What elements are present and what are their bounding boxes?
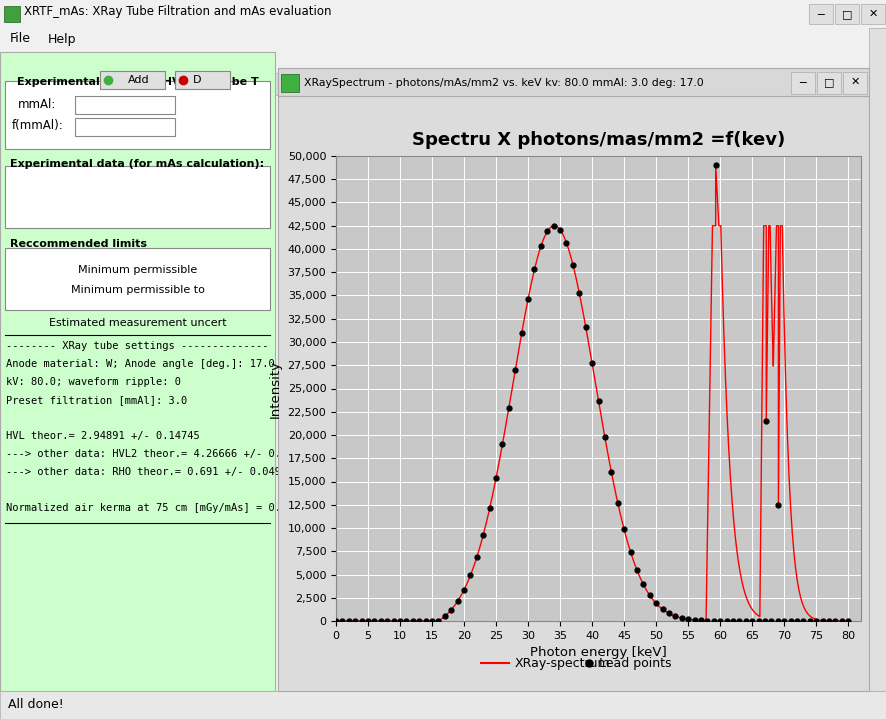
Bar [275,73,886,95]
Text: mmAl:: mmAl: [18,98,57,111]
Bar [834,4,858,24]
Bar [100,71,165,89]
Text: Normalized air kerma at 75 cm [mGy/mAs] = 0.15618: Normalized air kerma at 75 cm [mGy/mAs] … [6,503,312,513]
Bar [860,4,884,24]
Bar [790,72,814,94]
Text: Experimental data (for mAs calculation):: Experimental data (for mAs calculation): [10,159,264,169]
Text: -------- XRay tube settings --------------: -------- XRay tube settings ------------… [6,341,268,351]
Text: Add: Add [128,75,150,85]
Bar [5,166,269,228]
Text: XRTF_mAs: XRay Tube Filtration and mAs evaluation: XRTF_mAs: XRay Tube Filtration and mAs e… [24,6,331,19]
Text: XRay tube settings: XRay tube settings [521,78,640,91]
Bar [842,72,866,94]
Text: Estimated measurement uncert: Estimated measurement uncert [49,318,226,328]
Bar [816,72,840,94]
Text: ---> other data: RHO theor.= 0.691 +/- 0.049: ---> other data: RHO theor.= 0.691 +/- 0… [6,467,281,477]
Text: f(mmAl):: f(mmAl): [12,119,64,132]
Bar [75,118,175,136]
Text: File: File [10,32,31,45]
Bar [868,28,886,691]
Text: Minimum permissible to: Minimum permissible to [71,285,204,295]
Text: ---> other data: HVL2 theor.= 4.26666 +/- 0.213: ---> other data: HVL2 theor.= 4.26666 +/… [6,449,299,459]
Text: Anode material: W; Anode angle [deg.]: 17.0: Anode material: W; Anode angle [deg.]: 1… [6,359,275,369]
Text: ✕: ✕ [867,9,877,19]
Text: XRaySpectrum - photons/mAs/mm2 vs. keV kv: 80.0 mmAl: 3.0 deg: 17.0: XRaySpectrum - photons/mAs/mm2 vs. keV k… [304,78,703,88]
Text: Preset filtration [mmAl]: 3.0: Preset filtration [mmAl]: 3.0 [6,395,187,405]
Text: Experimental data (for HVL and tube T: Experimental data (for HVL and tube T [17,77,258,87]
Y-axis label: Intensity: Intensity [268,360,282,418]
Text: All done!: All done! [8,698,64,712]
Text: ✕: ✕ [850,77,859,87]
Bar [808,4,832,24]
Bar [5,81,269,149]
Text: □: □ [841,9,851,19]
X-axis label: Photon energy [keV]: Photon energy [keV] [530,646,666,659]
Text: ─: ─ [798,77,805,87]
Bar [277,68,868,96]
Bar [4,6,20,22]
Bar [75,96,175,114]
Bar [0,691,886,719]
Text: D: D [193,75,201,85]
Text: XRay-spectrum: XRay-spectrum [515,656,610,669]
Text: Minimum permissible: Minimum permissible [78,265,197,275]
Bar [0,0,886,28]
Text: Help: Help [48,32,76,45]
Text: ─: ─ [817,9,823,19]
Bar [175,71,229,89]
Text: kV: 80.0; waveform ripple: 0: kV: 80.0; waveform ripple: 0 [6,377,181,387]
Title: Spectru X photons/mas/mm2 =f(kev): Spectru X photons/mas/mm2 =f(kev) [411,131,784,149]
Bar [277,96,868,691]
Text: □: □ [823,77,834,87]
Bar [0,28,886,50]
Text: Reccommended limits: Reccommended limits [10,239,147,249]
Text: HVL theor.= 2.94891 +/- 0.14745: HVL theor.= 2.94891 +/- 0.14745 [6,431,199,441]
Bar [0,52,275,691]
Text: Lead points: Lead points [598,656,671,669]
Bar [5,248,269,310]
Bar [281,74,299,92]
